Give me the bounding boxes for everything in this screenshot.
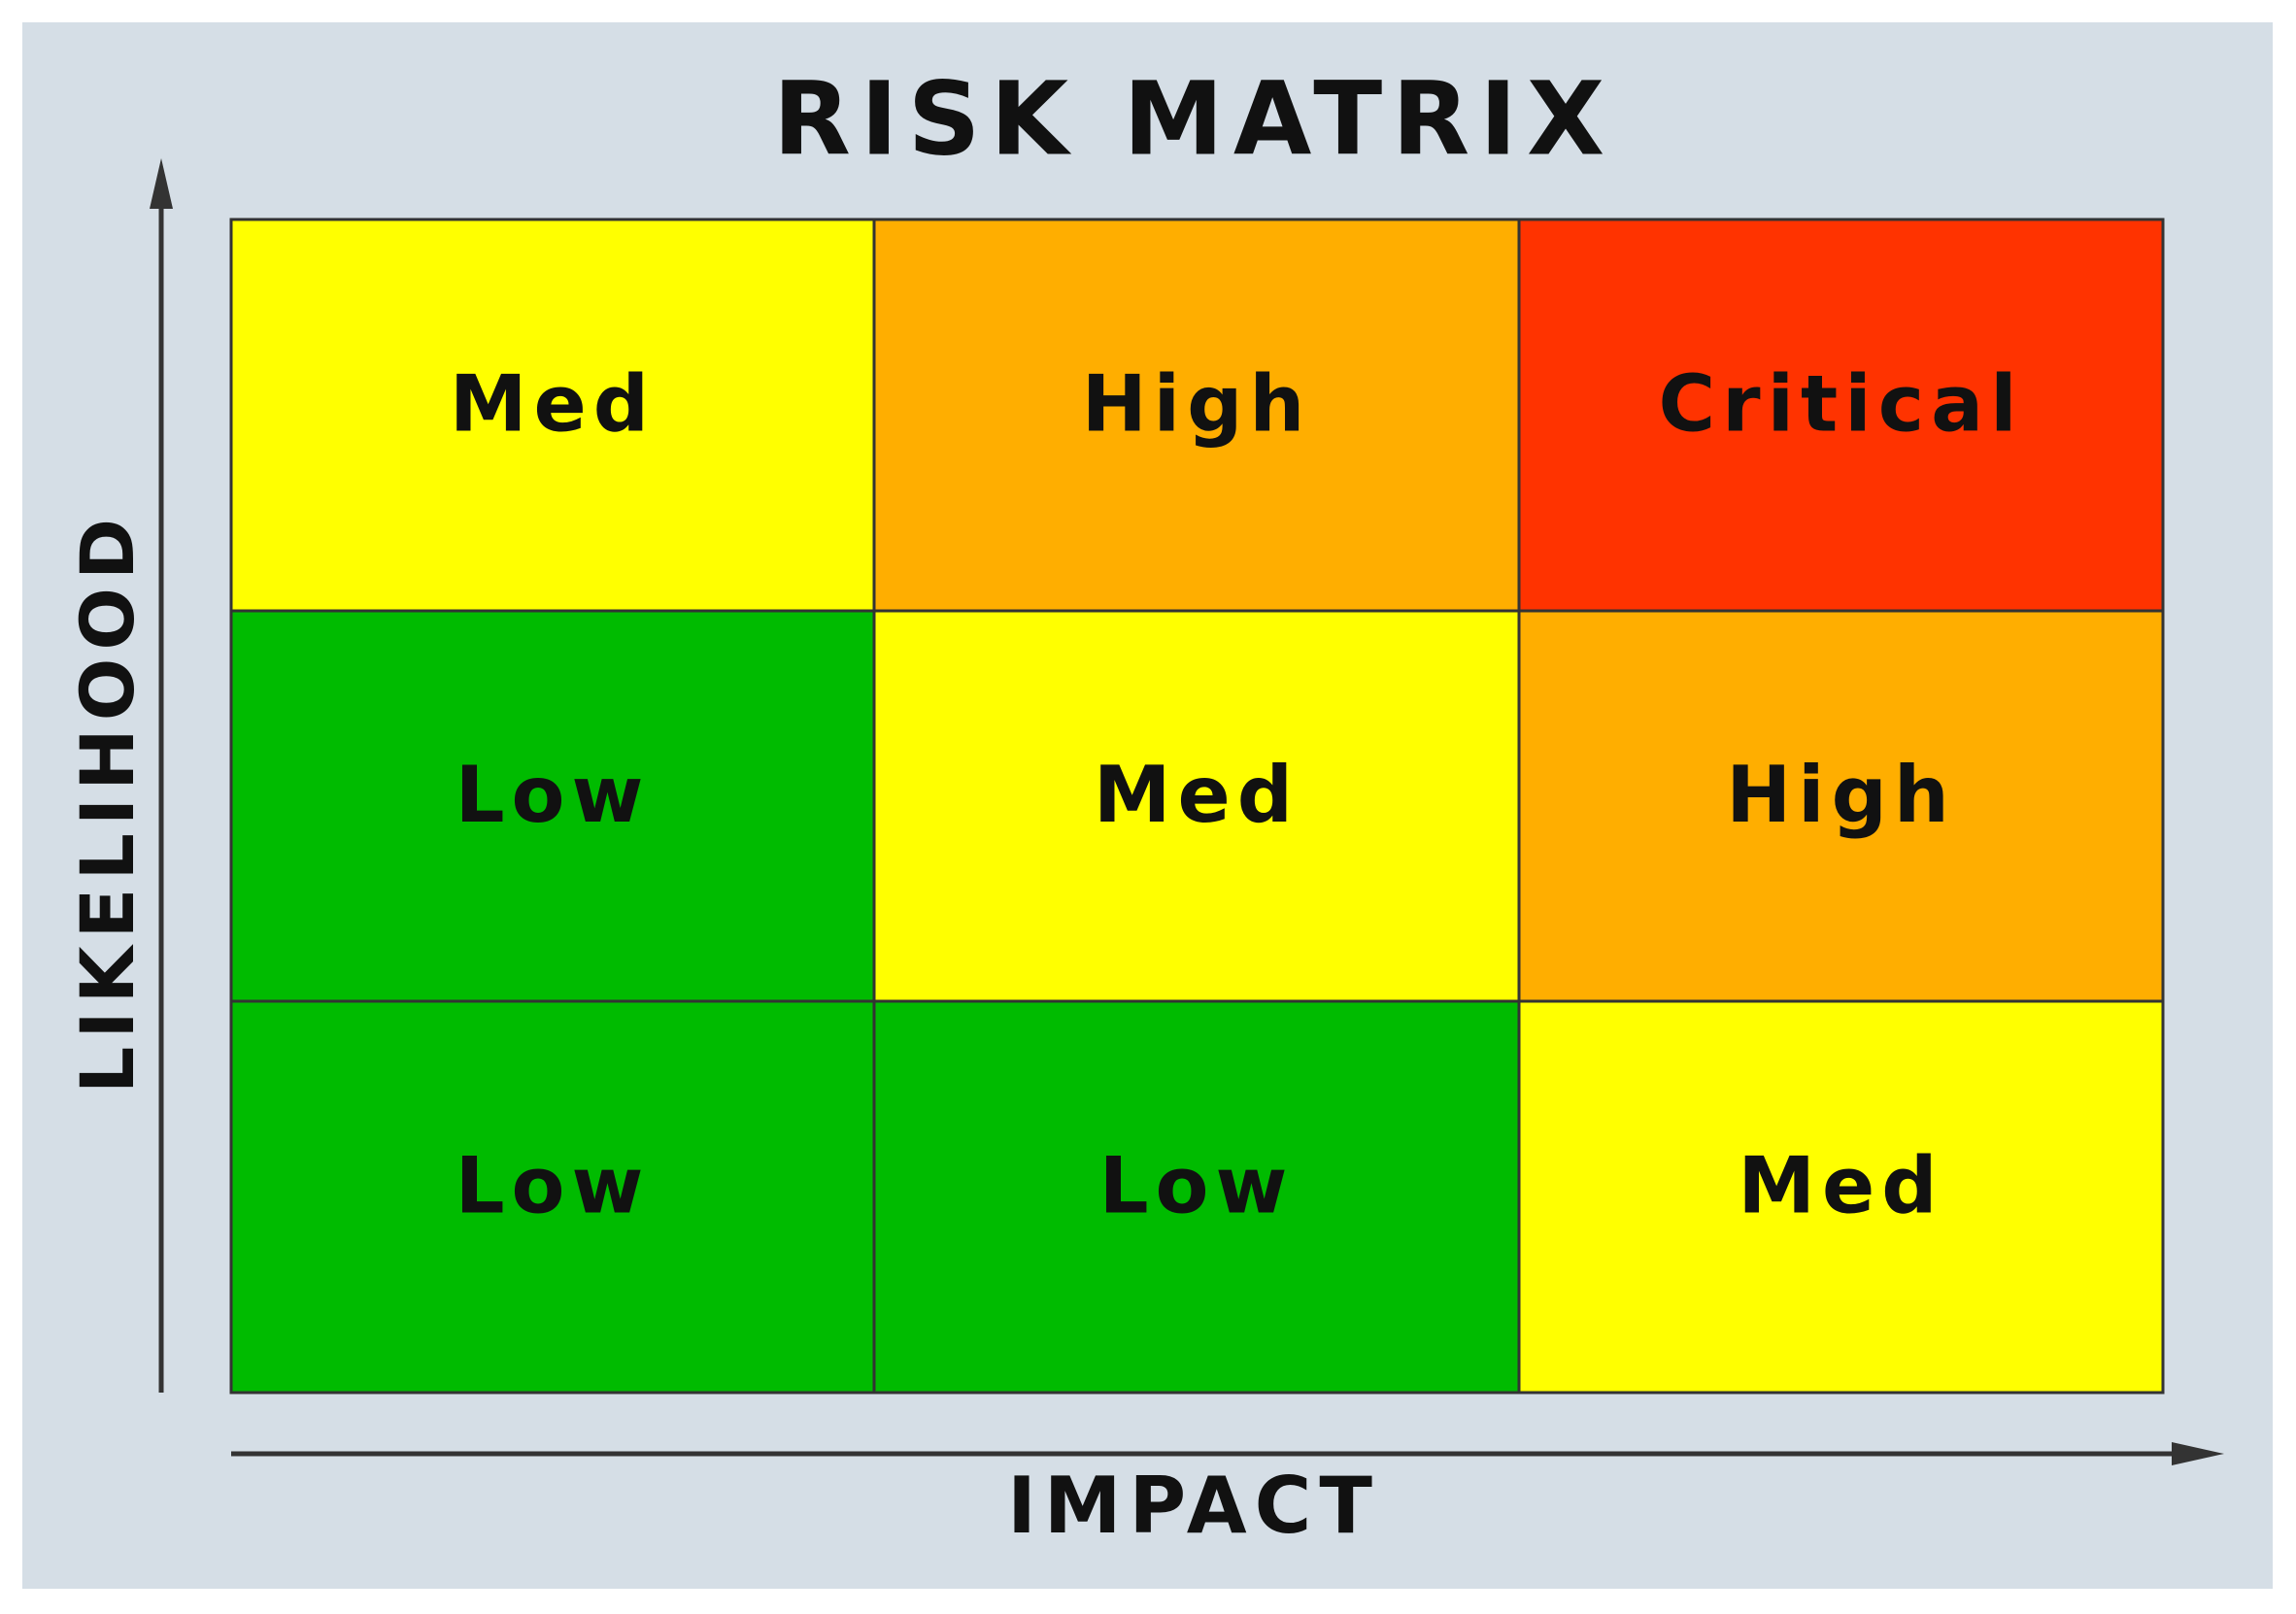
risk-level-label: High — [1726, 750, 1956, 840]
risk-cell — [229, 999, 876, 1395]
risk-cell — [872, 218, 1521, 613]
risk-level-label: Critical — [1658, 358, 2023, 449]
risk-level-label: Low — [1099, 1140, 1295, 1230]
risk-cell — [872, 999, 1521, 1395]
risk-level-label: Low — [456, 750, 651, 840]
matrix-grid: Med High Critical Low Med High Low Low Med — [229, 218, 2165, 1395]
x-axis-arrowhead — [2172, 1442, 2224, 1465]
risk-cell — [1517, 218, 2165, 613]
risk-level-label: High — [1082, 358, 1312, 449]
risk-level-label: Med — [1738, 1140, 1943, 1230]
y-axis-label: LIKELIHOOD — [64, 511, 151, 1093]
x-axis-label: IMPACT — [1007, 1461, 1380, 1551]
risk-cell — [229, 609, 876, 1003]
risk-cell — [1517, 999, 2165, 1395]
risk-level-label: Low — [456, 1140, 651, 1230]
risk-cell — [229, 218, 876, 613]
diagram-title: RISK MATRIX — [773, 59, 1614, 178]
risk-level-label: Med — [450, 358, 656, 449]
risk-cell — [1517, 609, 2165, 1003]
risk-level-label: Med — [1094, 750, 1300, 840]
y-axis-arrowhead — [150, 158, 173, 209]
